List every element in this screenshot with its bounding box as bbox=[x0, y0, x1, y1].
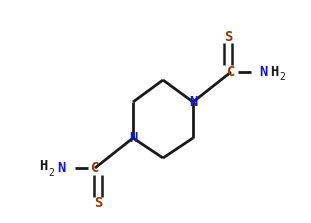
Text: C: C bbox=[227, 65, 235, 79]
Text: H: H bbox=[39, 159, 47, 173]
Text: N: N bbox=[57, 161, 65, 175]
Text: N: N bbox=[189, 95, 197, 109]
Text: S: S bbox=[94, 196, 102, 210]
Text: S: S bbox=[224, 30, 232, 44]
Text: C: C bbox=[91, 161, 99, 175]
Text: N: N bbox=[259, 65, 267, 79]
Text: H: H bbox=[270, 65, 278, 79]
Text: N: N bbox=[129, 131, 137, 145]
Text: 2: 2 bbox=[279, 72, 285, 82]
Text: 2: 2 bbox=[48, 168, 54, 178]
